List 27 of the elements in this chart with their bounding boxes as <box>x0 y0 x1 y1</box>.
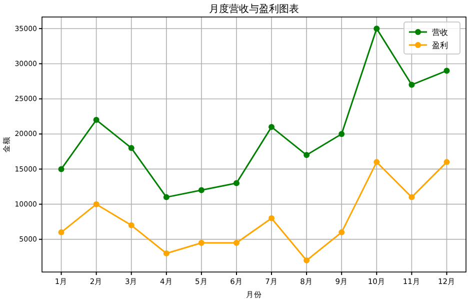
point <box>128 222 134 228</box>
legend-label: 盈利 <box>432 40 448 50</box>
point <box>93 201 100 208</box>
point <box>163 194 170 200</box>
point <box>444 68 450 74</box>
point <box>268 124 275 130</box>
point <box>374 26 380 32</box>
point <box>374 159 380 166</box>
point <box>408 194 415 200</box>
point <box>338 130 345 137</box>
point <box>198 240 204 246</box>
point <box>233 240 240 246</box>
point <box>58 229 64 236</box>
point <box>163 250 170 256</box>
chart-title: 月度营收与盈利图表 <box>209 3 299 15</box>
point <box>444 159 450 166</box>
point <box>58 166 64 172</box>
point <box>128 145 134 152</box>
point <box>338 229 345 236</box>
point <box>304 152 310 158</box>
legend-label: 营收 <box>432 28 448 37</box>
point <box>304 257 310 264</box>
point <box>408 82 415 88</box>
point <box>233 180 240 186</box>
point <box>93 116 100 123</box>
point <box>268 215 275 222</box>
point <box>198 187 204 194</box>
